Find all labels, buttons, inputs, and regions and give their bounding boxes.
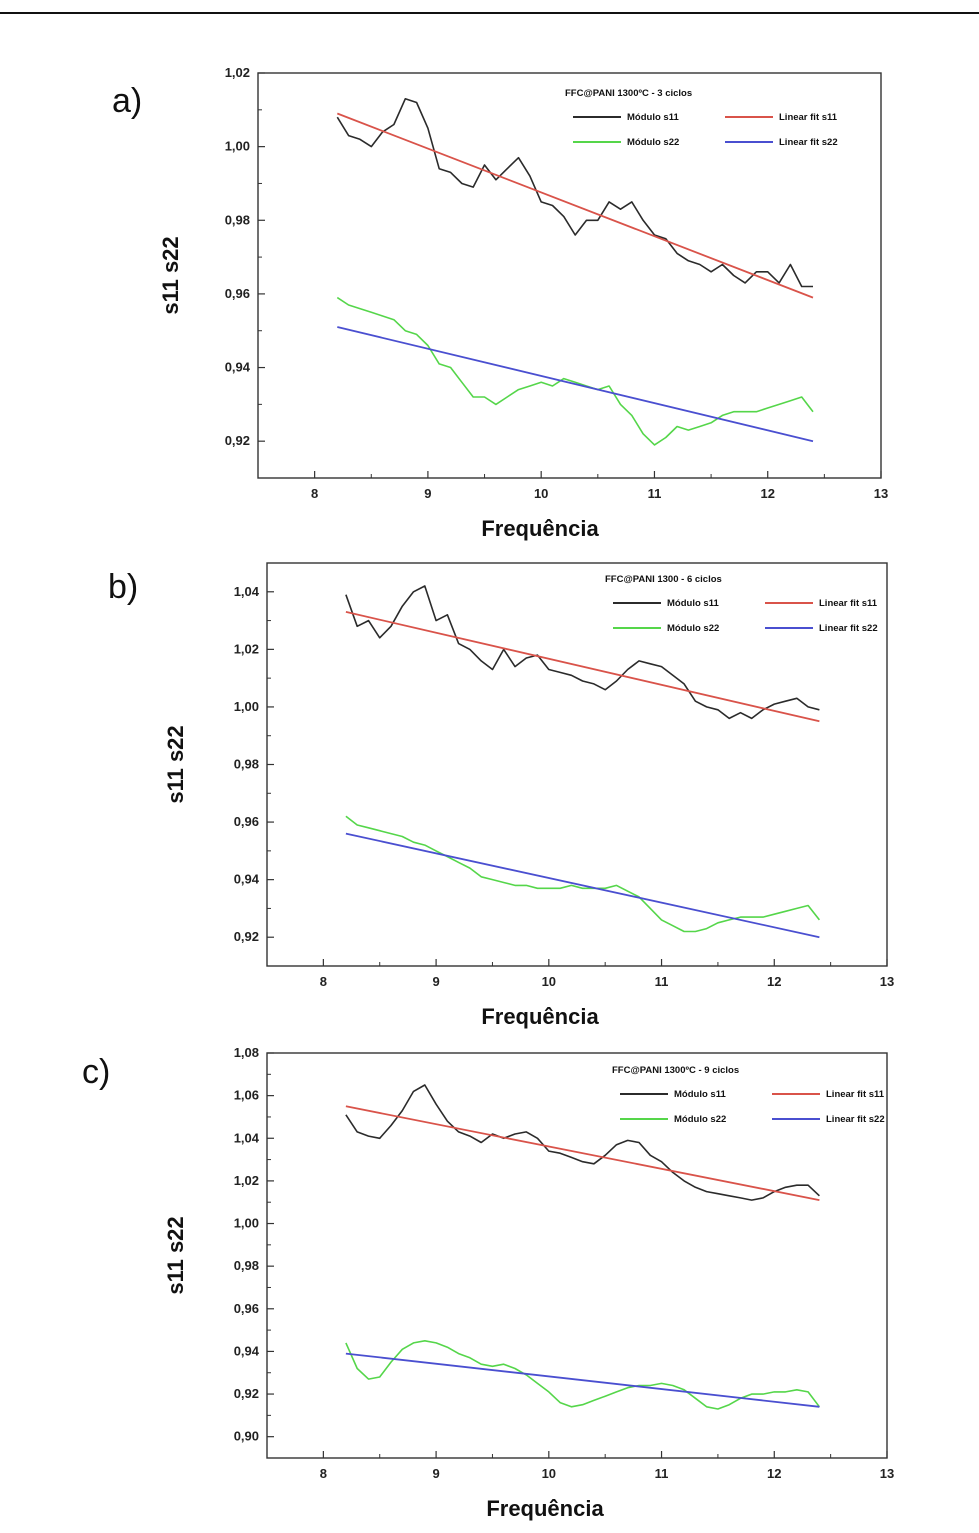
y-tick-label: 0,90 — [234, 1429, 259, 1444]
y-tick-label: 0,94 — [234, 1343, 260, 1358]
chart-panel-c: c) 0,90 0,92 0,94 0,96 0,98 1,00 1,02 1,04 1,06 1,… — [82, 1045, 894, 1521]
y-tick-label: 0,98 — [234, 1258, 259, 1273]
legend-entry: Linear fit s11 — [826, 1089, 885, 1100]
series-line-2 — [345, 1105, 820, 1201]
legend-entry: Linear fit s11 — [819, 598, 878, 609]
chart-panel-a: a) 0,92 0,94 0,96 0,98 1,00 1,02 8 9 10 11 12 13 Freq… — [112, 65, 888, 541]
y-tick-label: 0,98 — [225, 212, 250, 227]
x-tick-label: 10 — [542, 974, 556, 989]
x-tick-label: 10 — [542, 1466, 556, 1481]
top-rule — [0, 12, 979, 14]
series-line-1 — [336, 98, 813, 288]
y-axis-title: s11 s22 — [163, 1216, 188, 1294]
y-tick-label: 0,96 — [234, 1301, 259, 1316]
x-tick-label: 11 — [648, 486, 662, 501]
x-tick-label: 11 — [655, 1466, 669, 1481]
y-tick-label: 1,06 — [234, 1088, 259, 1103]
x-tick-label: 13 — [874, 486, 888, 501]
legend-title: FFC@PANI 1300ºC - 3 ciclos — [565, 88, 692, 99]
series-line-4 — [337, 326, 814, 443]
legend-entry: Módulo s22 — [627, 137, 679, 148]
x-tick-label: 8 — [320, 1466, 327, 1481]
legend-entry: Módulo s11 — [667, 598, 719, 609]
y-tick-label: 1,02 — [234, 1173, 259, 1188]
series-line-3 — [345, 815, 821, 933]
x-tick-label: 8 — [320, 974, 327, 989]
legend-entry: Linear fit s11 — [779, 112, 838, 123]
x-tick-label: 12 — [767, 974, 781, 989]
x-tick-label: 12 — [760, 486, 774, 501]
y-axis-title: s11 s22 — [158, 236, 183, 314]
panel-label: a) — [112, 82, 142, 120]
y-tick-label: 1,04 — [234, 584, 260, 599]
x-axis-title: Frequência — [481, 1004, 599, 1029]
series-line-2 — [336, 112, 814, 299]
panel-label: c) — [82, 1053, 110, 1091]
y-tick-label: 1,04 — [234, 1130, 260, 1145]
series-line-1 — [345, 1084, 820, 1201]
plot-frame — [266, 562, 888, 967]
y-tick-label: 1,08 — [234, 1045, 259, 1060]
y-tick-label: 1,00 — [234, 1216, 259, 1231]
plot-frame — [257, 72, 882, 479]
series-line-4 — [345, 1352, 820, 1408]
legend-entry: Módulo s11 — [674, 1089, 726, 1100]
y-tick-label: 0,92 — [234, 929, 259, 944]
series-line-1 — [345, 585, 820, 720]
y-tick-label: 0,92 — [225, 433, 250, 448]
x-tick-label: 13 — [880, 1466, 894, 1481]
y-axis-title: s11 s22 — [163, 725, 188, 803]
y-tick-label: 1,00 — [234, 699, 259, 714]
y-tick-label: 1,02 — [225, 65, 250, 80]
x-tick-label: 11 — [655, 974, 669, 989]
legend-entry: Linear fit s22 — [826, 1114, 885, 1125]
legend-entry: Linear fit s22 — [819, 623, 878, 634]
legend-entry: Módulo s22 — [667, 623, 719, 634]
y-tick-label: 0,94 — [234, 872, 260, 887]
legend-title: FFC@PANI 1300ºC - 9 ciclos — [612, 1065, 739, 1076]
series-line-2 — [345, 611, 820, 723]
y-tick-label: 0,92 — [234, 1386, 259, 1401]
plot-frame — [266, 1052, 888, 1459]
x-axis-title: Frequência — [481, 516, 599, 541]
y-tick-label: 0,98 — [234, 757, 259, 772]
x-tick-label: 8 — [311, 486, 318, 501]
chart-panel-b: b) 0,92 0,94 0,96 0,98 1,00 1,02 1,04 8 9 10 11 12 13… — [108, 562, 894, 1029]
x-tick-label: 13 — [880, 974, 894, 989]
legend-entry: Linear fit s22 — [779, 137, 838, 148]
legend-entry: Módulo s22 — [674, 1114, 726, 1125]
y-tick-label: 1,00 — [225, 139, 250, 154]
panel-label: b) — [108, 568, 138, 606]
y-tick-label: 1,02 — [234, 641, 259, 656]
legend-entry: Módulo s11 — [627, 112, 679, 123]
x-tick-label: 10 — [534, 486, 548, 501]
x-tick-label: 12 — [767, 1466, 781, 1481]
x-tick-label: 9 — [424, 486, 431, 501]
x-tick-label: 9 — [432, 1466, 439, 1481]
x-tick-label: 9 — [432, 974, 439, 989]
legend-title: FFC@PANI 1300 - 6 ciclos — [605, 574, 722, 585]
y-tick-label: 0,94 — [225, 360, 251, 375]
y-tick-label: 0,96 — [225, 286, 250, 301]
series-line-4 — [345, 832, 820, 939]
series-line-3 — [336, 296, 814, 446]
x-axis-title: Frequência — [486, 1496, 604, 1521]
y-tick-label: 0,96 — [234, 814, 259, 829]
